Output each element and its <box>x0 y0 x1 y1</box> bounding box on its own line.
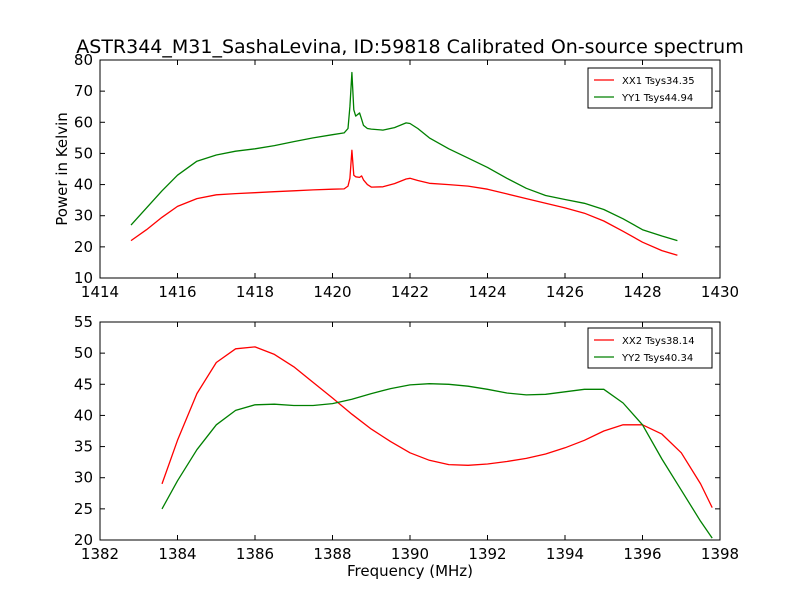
series-group <box>130 71 678 256</box>
x-tick-label: 1418 <box>236 283 274 301</box>
x-tick-label: 1388 <box>313 545 351 563</box>
x-tick-label: 1386 <box>236 545 274 563</box>
legend-label: YY1 Tsys44.94 <box>621 93 693 104</box>
series-group <box>161 346 713 539</box>
x-tick-label: 1382 <box>81 545 119 563</box>
x-tick-label: 1416 <box>158 283 196 301</box>
y-tick-label: 30 <box>74 469 93 487</box>
bottom-axes: 1382 1384 1386 1388 1390 1392 1394 1396 1398 20 25… <box>74 313 739 563</box>
x-tick-label: 1426 <box>546 283 584 301</box>
chart-title: ASTR344_M31_SashaLevina, ID:59818 Calibr… <box>76 36 743 58</box>
x-tick-label: 1392 <box>468 545 506 563</box>
x-tick-label: 1394 <box>546 545 584 563</box>
y-tick-label: 30 <box>74 207 93 225</box>
series-line-xx2 <box>161 346 713 508</box>
y-tick-label: 20 <box>74 238 93 256</box>
top-axes: 1414 1416 1418 1420 1422 1424 1426 1428 1430 10 20… <box>74 51 739 301</box>
series-line-xx1 <box>130 149 678 256</box>
series-line-yy1 <box>130 71 678 242</box>
legend-label: YY2 Tsys40.34 <box>621 353 693 364</box>
y-tick-label: 50 <box>74 144 93 162</box>
y-tick-label: 40 <box>74 406 93 424</box>
x-tick-label: 1398 <box>701 545 739 563</box>
x-tick-label: 1420 <box>313 283 351 301</box>
top-y-axis-label: Power in Kelvin <box>53 112 71 226</box>
legend-label: XX2 Tsys38.14 <box>622 336 695 347</box>
y-tick-label: 35 <box>74 438 93 456</box>
x-tick-label: 1428 <box>623 283 661 301</box>
y-tick-label: 40 <box>74 176 93 194</box>
x-tick-label: 1430 <box>701 283 739 301</box>
bottom-x-axis-label: Frequency (MHz) <box>347 562 473 580</box>
legend-box <box>587 67 713 109</box>
x-tick-label: 1414 <box>81 283 119 301</box>
x-tick-label: 1390 <box>391 545 429 563</box>
y-tick-label: 50 <box>74 344 93 362</box>
x-tick-label: 1424 <box>468 283 506 301</box>
x-tick-label: 1422 <box>391 283 429 301</box>
x-tick-label: 1396 <box>623 545 661 563</box>
legend-box <box>587 327 713 369</box>
y-tick-label: 80 <box>74 51 93 69</box>
legend-label: XX1 Tsys34.35 <box>622 76 695 87</box>
legend: XX2 Tsys38.14 YY2 Tsys40.34 <box>587 327 713 369</box>
y-tick-label: 60 <box>74 113 93 131</box>
y-tick-label: 70 <box>74 82 93 100</box>
y-tick-label: 25 <box>74 500 93 518</box>
y-tick-label: 55 <box>74 313 93 331</box>
y-tick-label: 10 <box>74 269 93 287</box>
y-tick-label: 20 <box>74 531 93 549</box>
series-line-yy2 <box>161 383 713 539</box>
y-tick-label: 45 <box>74 375 93 393</box>
legend: XX1 Tsys34.35 YY1 Tsys44.94 <box>587 67 713 109</box>
x-tick-label: 1384 <box>158 545 196 563</box>
